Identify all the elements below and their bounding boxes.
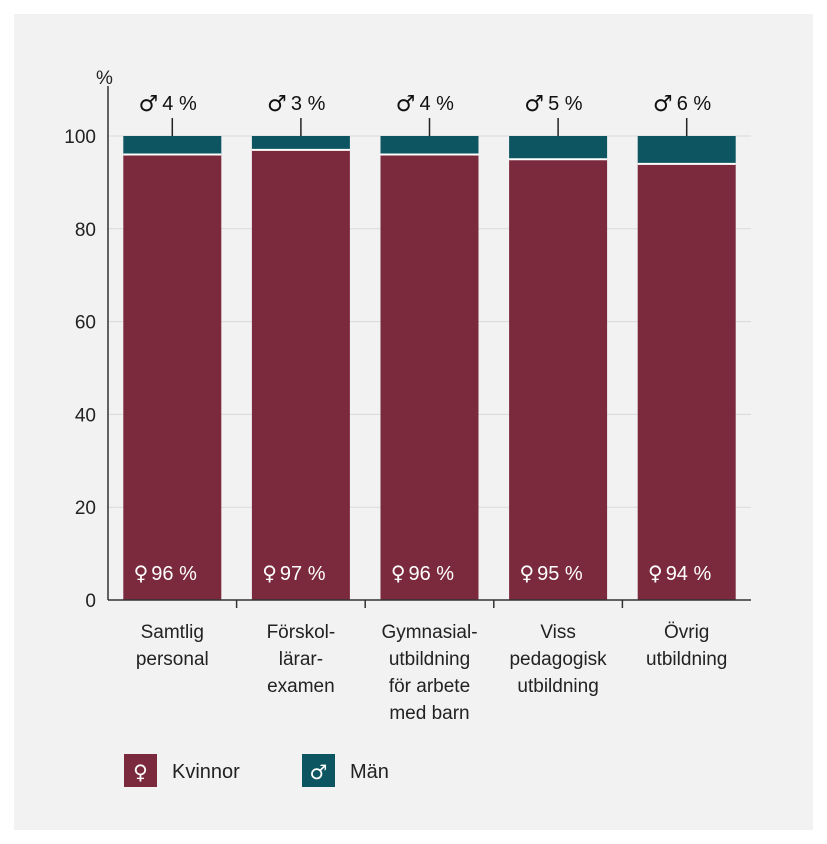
x-category-label: personal	[136, 649, 209, 670]
female-symbol-icon: ♀	[648, 561, 663, 585]
legend-swatch-kvinnor	[124, 754, 157, 787]
female-symbol-icon: ♀	[133, 760, 148, 784]
y-tick-label: 40	[75, 405, 96, 426]
x-category-label: Viss	[540, 622, 576, 643]
x-category-label: Gymnasial-	[381, 622, 477, 643]
legend-label-kvinnor: Kvinnor	[172, 761, 240, 783]
men-data-label: 4 %	[162, 93, 197, 115]
bar-man	[251, 136, 350, 150]
x-category-label: med barn	[389, 703, 469, 724]
bar-kvinnor	[251, 149, 350, 601]
bar-man	[380, 136, 479, 155]
women-data-label: 95 %	[537, 563, 583, 585]
male-symbol-icon: ♂	[653, 92, 673, 117]
legend-swatch-man	[302, 754, 335, 787]
legend-label-man: Män	[350, 761, 389, 783]
women-data-label: 96 %	[151, 563, 197, 585]
men-data-label: 6 %	[677, 93, 712, 115]
bar-man	[123, 136, 222, 155]
male-symbol-icon: ♂	[139, 92, 159, 117]
x-category-label: utbildning	[517, 676, 598, 697]
x-category-label: utbildning	[646, 649, 727, 670]
women-data-label: 97 %	[280, 563, 326, 585]
y-tick-label: 20	[75, 498, 96, 519]
x-category-label: pedagogisk	[509, 649, 607, 670]
x-category-label: för arbete	[389, 676, 470, 697]
women-data-label: 96 %	[409, 563, 455, 585]
y-tick-label: 100	[64, 127, 96, 148]
y-tick-label: 60	[75, 313, 96, 334]
x-category-label: Samtlig	[141, 622, 204, 643]
male-symbol-icon: ♂	[524, 92, 544, 117]
female-symbol-icon: ♀	[519, 561, 534, 585]
men-data-label: 3 %	[291, 93, 326, 115]
y-unit-label: %	[96, 68, 113, 89]
x-category-label: Övrig	[664, 622, 709, 643]
x-category-label: utbildning	[389, 649, 470, 670]
bar-kvinnor	[380, 154, 479, 600]
bar-kvinnor	[123, 154, 222, 600]
female-symbol-icon: ♀	[262, 561, 277, 585]
y-tick-label: 0	[85, 591, 96, 612]
female-symbol-icon: ♀	[391, 561, 406, 585]
bar-man	[509, 136, 608, 160]
male-symbol-icon: ♂	[267, 92, 287, 117]
bar-kvinnor	[509, 159, 608, 600]
female-symbol-icon: ♀	[134, 561, 149, 585]
x-category-label: Förskol-	[267, 622, 336, 643]
bar-kvinnor	[637, 163, 736, 600]
men-data-label: 5 %	[548, 93, 583, 115]
x-category-label: lärar-	[279, 649, 323, 670]
women-data-label: 94 %	[666, 563, 712, 585]
y-tick-label: 80	[75, 220, 96, 241]
male-symbol-icon: ♂	[396, 92, 416, 117]
male-symbol-icon: ♂	[310, 760, 328, 784]
chart-panel: 0 20 40 60 80 100% ♂ 4 % ♀ 96 % Samtlig personal ♂ 3 …	[14, 14, 813, 830]
x-category-label: examen	[267, 676, 335, 697]
men-data-label: 4 %	[420, 93, 455, 115]
bar-man	[637, 136, 736, 164]
